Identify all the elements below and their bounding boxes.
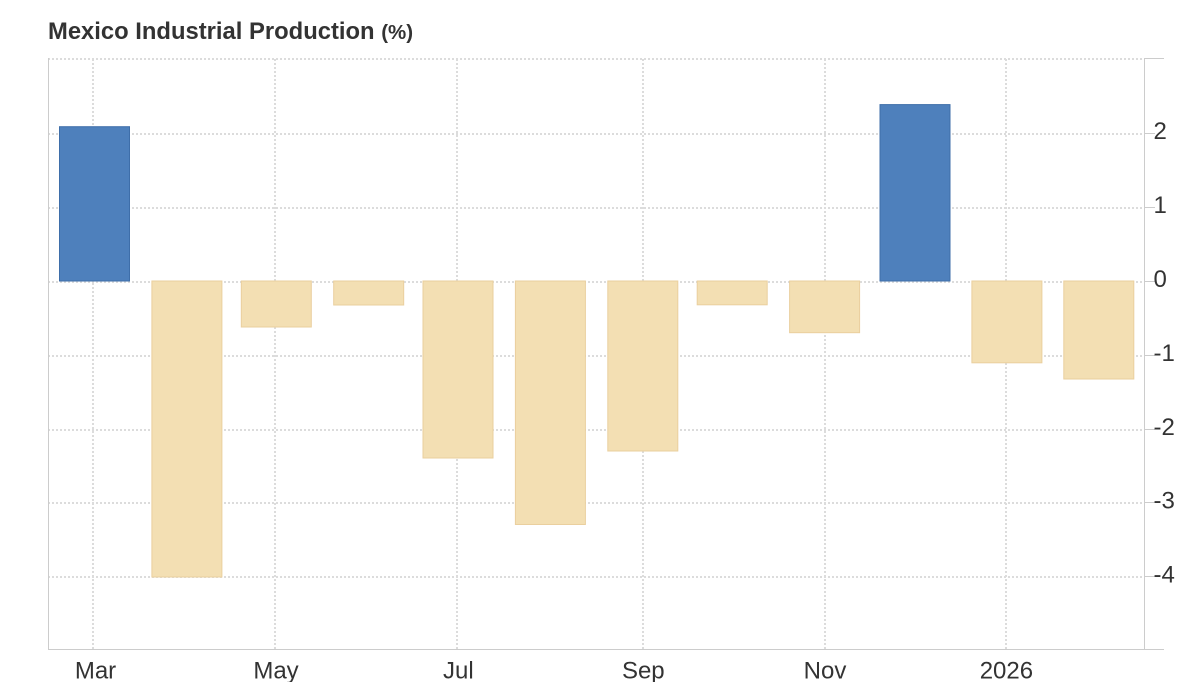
svg-text:-1: -1 xyxy=(1154,340,1175,367)
svg-text:Mar: Mar xyxy=(75,658,116,682)
svg-text:Sep: Sep xyxy=(622,658,665,682)
svg-text:-2: -2 xyxy=(1154,414,1175,441)
svg-text:2026: 2026 xyxy=(980,658,1033,682)
svg-text:Nov: Nov xyxy=(804,658,847,682)
svg-text:Jul: Jul xyxy=(443,658,474,682)
svg-text:-3: -3 xyxy=(1154,487,1175,514)
svg-text:1: 1 xyxy=(1154,192,1167,219)
svg-text:0: 0 xyxy=(1154,266,1167,293)
svg-text:-4: -4 xyxy=(1154,561,1175,588)
svg-text:May: May xyxy=(253,658,298,682)
svg-text:2: 2 xyxy=(1154,118,1167,145)
svg-text:Mexico Industrial Production (: Mexico Industrial Production (%) xyxy=(48,18,413,45)
